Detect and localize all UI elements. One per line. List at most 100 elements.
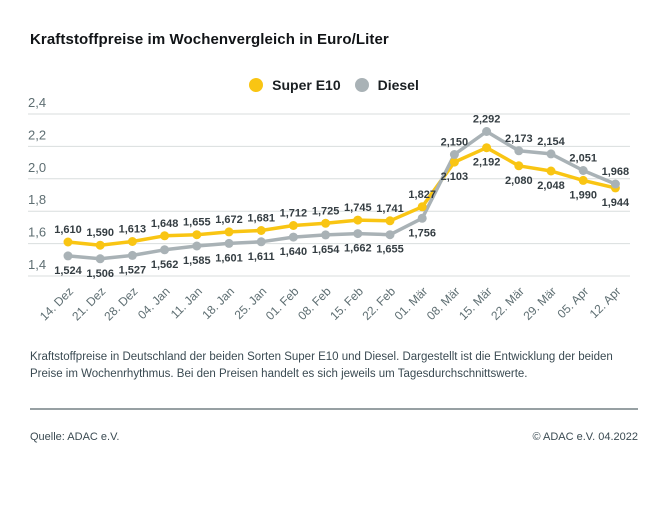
data-label: 2,103 (441, 171, 469, 183)
data-label: 1,756 (408, 227, 436, 239)
y-axis-tick-label: 2,2 (28, 127, 46, 142)
data-label: 1,990 (569, 189, 597, 201)
data-label: 2,150 (441, 137, 469, 149)
x-axis-tick-label: 08. Mär (424, 284, 463, 323)
footer: Quelle: ADAC e.V. © ADAC e.V. 04.2022 (30, 431, 638, 443)
x-axis-tick-label: 21. Dez (69, 284, 108, 323)
super-e10-marker (514, 161, 524, 171)
data-label: 1,610 (54, 224, 82, 236)
data-label: 1,681 (247, 213, 275, 225)
super-e10-marker (224, 227, 234, 237)
y-axis-tick-label: 2,0 (28, 160, 46, 175)
y-axis-tick-label: 2,4 (28, 95, 46, 110)
data-label: 2,051 (569, 153, 597, 165)
diesel-marker (288, 232, 298, 242)
legend-label-diesel: Diesel (377, 77, 419, 93)
super-e10-marker (256, 226, 266, 235)
super-e10-marker (95, 240, 105, 250)
legend-item-super-e10: Super E10 (249, 77, 341, 93)
data-label: 1,725 (312, 205, 340, 217)
data-label: 1,613 (119, 224, 147, 236)
diesel-dot-icon (354, 78, 369, 92)
diesel-marker (192, 241, 202, 251)
super-e10-line (66, 145, 618, 247)
data-label: 1,655 (376, 244, 404, 256)
super-e10-marker (288, 221, 298, 230)
data-label: 1,672 (215, 214, 243, 226)
data-label: 1,654 (312, 244, 340, 256)
data-label: 1,590 (86, 227, 114, 239)
super-e10-marker (385, 216, 395, 226)
x-axis-tick-label: 14. Dez (37, 284, 76, 323)
diesel-marker (321, 230, 331, 240)
diesel-marker (160, 245, 170, 255)
super-e10-marker (321, 218, 331, 228)
data-label: 1,527 (119, 264, 147, 276)
chart-legend: Super E10 Diesel (0, 77, 668, 93)
diesel-marker (546, 149, 556, 159)
super-e10-marker (160, 231, 170, 241)
diesel-marker (63, 251, 73, 261)
super-e10-marker (353, 215, 363, 225)
x-axis-tick-label: 05. Apr (555, 284, 592, 321)
diesel-marker (127, 250, 137, 260)
x-axis-tick-label: 15. Feb (327, 284, 366, 323)
chart-title: Kraftstoffpreise im Wochenvergleich in E… (30, 31, 389, 48)
super-e10-marker (482, 143, 492, 153)
data-label: 1,968 (602, 166, 630, 178)
data-label: 1,611 (248, 251, 275, 263)
data-label: 2,154 (537, 136, 565, 148)
copyright-label: © ADAC e.V. 04.2022 (532, 431, 638, 443)
diesel-marker (95, 254, 105, 264)
diesel-marker (417, 213, 427, 223)
data-label: 1,640 (280, 246, 308, 258)
data-label: 1,745 (344, 202, 372, 214)
x-axis-tick-label: 18. Jan (199, 284, 237, 322)
data-label: 1,827 (408, 189, 436, 201)
data-label: 1,944 (602, 197, 630, 209)
data-label: 1,524 (54, 265, 82, 277)
data-label: 2,048 (537, 180, 565, 192)
super-e10-dot-icon (249, 78, 264, 92)
diesel-marker (449, 150, 459, 159)
data-label: 1,662 (344, 243, 372, 255)
data-label: 1,741 (376, 203, 404, 215)
chart-description: Kraftstoffpreise in Deutschland der beid… (30, 351, 613, 380)
super-e10-marker (449, 157, 459, 167)
x-axis-tick-label: 08. Feb (295, 284, 334, 323)
data-label: 1,601 (215, 252, 243, 264)
x-axis-tick-label: 01. Feb (263, 284, 302, 323)
data-label: 1,648 (151, 218, 179, 230)
x-axis-tick-label: 22. Mär (488, 284, 527, 323)
diesel-line (66, 129, 618, 261)
y-axis-tick-label: 1,4 (28, 257, 46, 272)
data-label: 2,080 (505, 175, 533, 187)
x-axis-tick-label: 11. Jan (168, 284, 205, 321)
data-label: 1,562 (151, 259, 179, 271)
super-e10-marker (578, 175, 588, 185)
x-axis-tick-label: 29. Mär (520, 284, 559, 323)
x-axis-tick-label: 01. Mär (392, 284, 431, 323)
x-axis-tick-label: 22. Feb (359, 284, 398, 323)
data-label: 1,655 (183, 217, 211, 229)
super-e10-marker (127, 237, 137, 246)
x-axis-tick-label: 12. Apr (587, 284, 624, 321)
data-label: 1,506 (86, 268, 114, 280)
legend-item-diesel: Diesel (354, 77, 419, 93)
diesel-marker (353, 229, 363, 239)
super-e10-marker (63, 237, 73, 247)
data-label: 1,585 (183, 255, 211, 267)
data-label: 2,192 (473, 157, 501, 169)
x-axis-tick-label: 15. Mär (456, 284, 495, 323)
data-label: 1,712 (280, 208, 308, 220)
x-axis-tick-label: 28. Dez (101, 284, 140, 323)
data-label: 2,173 (505, 133, 533, 145)
x-axis-tick-label: 25. Jan (232, 284, 270, 322)
diesel-marker (578, 166, 588, 175)
source-label: Quelle: ADAC e.V. (30, 431, 120, 443)
super-e10-marker (192, 230, 202, 240)
diesel-marker (514, 146, 524, 156)
data-label: 2,292 (473, 114, 501, 126)
y-axis-tick-label: 1,6 (28, 225, 46, 240)
